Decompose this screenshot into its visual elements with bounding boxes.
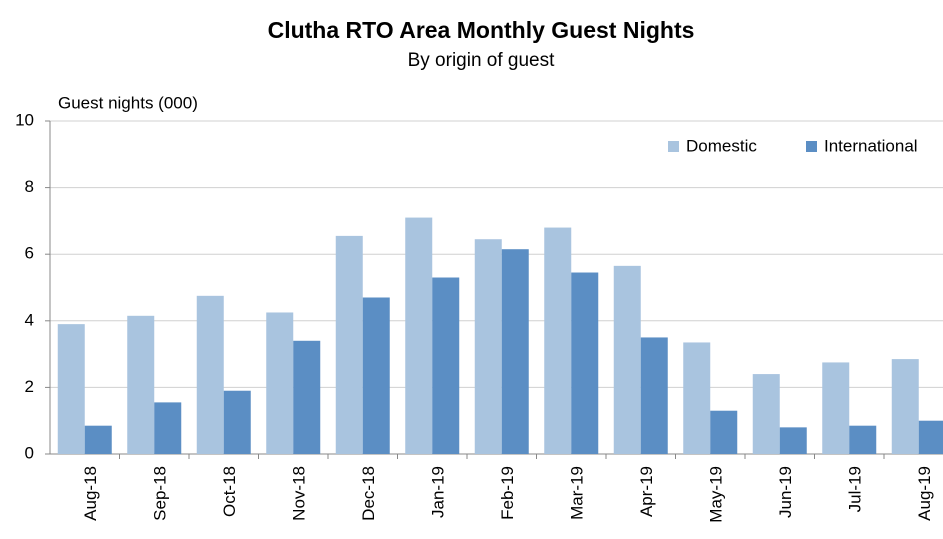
bar: [57, 324, 85, 454]
y-tick-label: 2: [25, 377, 34, 396]
bar: [849, 425, 877, 454]
bar: [293, 340, 321, 454]
bar: [640, 337, 668, 454]
legend-label: International: [824, 136, 918, 155]
x-tick-label: Oct-18: [220, 466, 239, 517]
x-tick-label: Aug-19: [915, 466, 934, 521]
bar: [474, 239, 502, 454]
x-tick-label: Feb-19: [498, 466, 517, 520]
chart-subtitle: By origin of guest: [408, 50, 556, 71]
x-tick-label: May-19: [707, 466, 726, 523]
bar: [127, 315, 155, 454]
bar: [683, 342, 711, 454]
x-tick-label: Jul-19: [846, 466, 865, 512]
bar: [335, 235, 363, 454]
x-tick-label: Apr-19: [637, 466, 656, 517]
bar: [918, 420, 943, 454]
bar: [891, 359, 919, 454]
y-tick-label: 6: [25, 244, 34, 263]
bar: [84, 425, 112, 454]
y-axis-label: Guest nights (000): [58, 93, 198, 112]
bar: [362, 297, 390, 454]
y-tick-label: 10: [15, 110, 34, 129]
x-tick-label: Aug-18: [81, 466, 100, 521]
x-tick-label: Dec-18: [359, 466, 378, 521]
bar: [223, 390, 251, 454]
bar: [752, 374, 780, 454]
x-tick-label: Sep-18: [151, 466, 170, 521]
bar: [501, 249, 529, 454]
legend-label: Domestic: [686, 136, 757, 155]
y-tick-label: 8: [25, 177, 34, 196]
bar: [196, 295, 224, 454]
chart-title: Clutha RTO Area Monthly Guest Nights: [268, 17, 695, 43]
bar: [405, 217, 433, 454]
bar: [822, 362, 850, 454]
legend-swatch: [668, 141, 679, 152]
bar: [266, 312, 294, 454]
legend-swatch: [806, 141, 817, 152]
bar: [571, 272, 599, 454]
bar: [432, 277, 460, 454]
bar: [779, 427, 807, 454]
bar: [613, 265, 641, 454]
x-tick-label: Mar-19: [568, 466, 587, 520]
bar: [710, 410, 738, 454]
y-tick-label: 4: [25, 310, 34, 329]
bar: [544, 227, 572, 454]
x-tick-label: Jan-19: [429, 466, 448, 518]
bar: [154, 402, 182, 454]
y-tick-label: 0: [25, 443, 34, 462]
x-tick-label: Jun-19: [776, 466, 795, 518]
x-tick-label: Nov-18: [290, 466, 309, 521]
